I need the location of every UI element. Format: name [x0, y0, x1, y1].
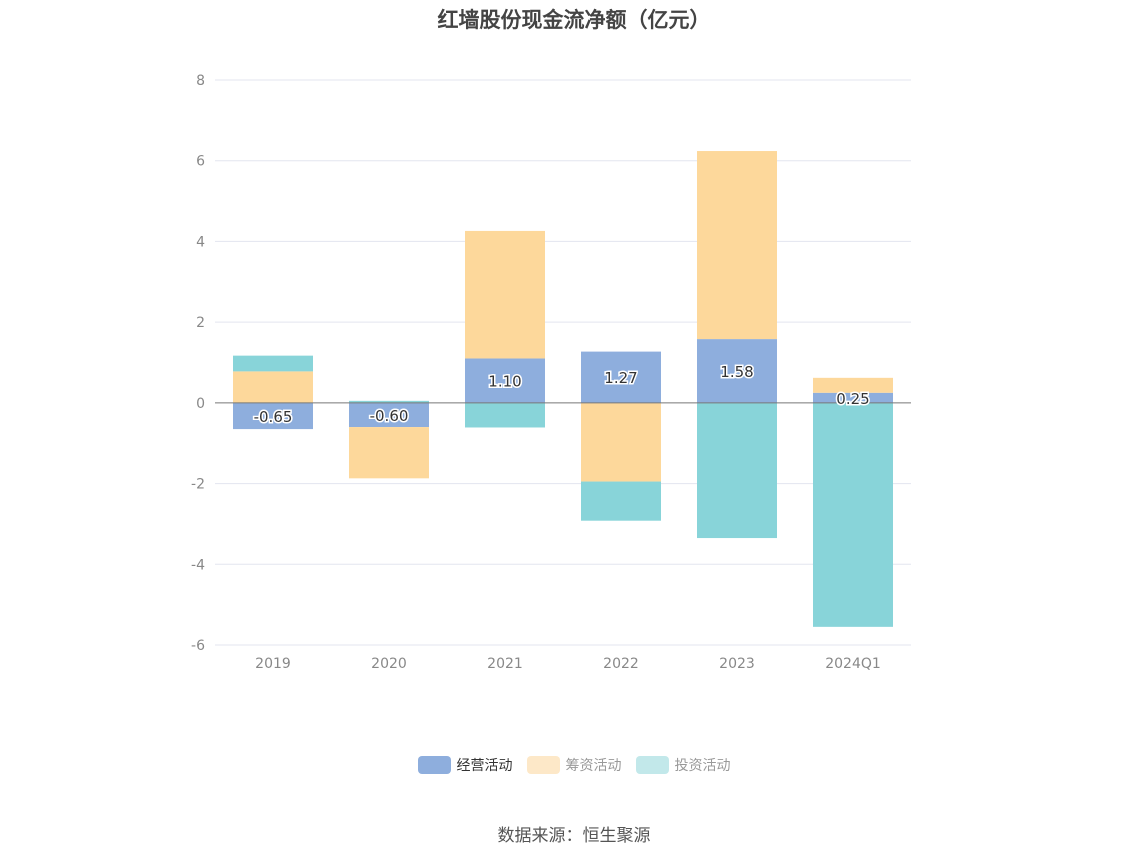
y-tick-label: -2 — [191, 477, 205, 493]
bar-segment — [233, 402, 313, 430]
x-tick-label: 2023 — [719, 656, 755, 672]
data-source: 数据来源：恒生聚源 — [497, 826, 651, 846]
legend-item-investing[interactable]: 投资活动 — [635, 755, 731, 775]
data-label: -0.65 — [254, 408, 293, 426]
bar-segment — [813, 392, 893, 403]
data-label: 1.58 — [720, 363, 753, 381]
legend-item-financing[interactable]: 筹资活动 — [526, 755, 622, 775]
legend-item-operating[interactable]: 经营活动 — [417, 755, 513, 775]
legend-swatch-operating — [417, 756, 451, 774]
chart-plot: 8 6 4 2 0 -2 -4 -6 2019 2020 2021 2022 2023 2024Q1 -0.… — [191, 73, 911, 672]
x-tick-label: 2021 — [487, 656, 523, 672]
bar-segment — [697, 402, 777, 539]
x-tick-label: 2020 — [371, 656, 407, 672]
y-tick-label: 8 — [196, 73, 205, 89]
legend-swatch-financing — [526, 756, 560, 774]
data-label: 1.10 — [488, 373, 521, 391]
legend: 经营活动 筹资活动 投资活动 — [0, 755, 1148, 775]
bar-segment — [349, 400, 429, 403]
legend-label-investing: 投资活动 — [674, 758, 731, 774]
bar-segment — [233, 371, 313, 403]
x-tick-label: 2024Q1 — [825, 656, 881, 672]
data-label: 0.25 — [836, 390, 869, 408]
bar-segment — [465, 402, 545, 428]
bar-segment — [465, 230, 545, 359]
x-tick-label: 2019 — [255, 656, 291, 672]
legend-label-operating: 经营活动 — [456, 758, 513, 774]
bar-segment — [697, 339, 777, 403]
y-tick-label: 2 — [196, 315, 205, 331]
chart-title: 红墙股份现金流净额（亿元） — [437, 8, 711, 32]
legend-label-financing: 筹资活动 — [565, 758, 622, 774]
data-label: 1.27 — [604, 369, 637, 387]
bar-segment — [581, 481, 661, 521]
bar-segment — [813, 402, 893, 627]
y-tick-label: -6 — [191, 638, 205, 654]
data-label: -0.60 — [370, 407, 409, 425]
bar-segment — [697, 151, 777, 340]
bar-segment — [349, 427, 429, 479]
legend-swatch-investing — [635, 756, 669, 774]
bar-segment — [813, 377, 893, 393]
bar-segment — [349, 402, 429, 428]
bar-segment — [581, 402, 661, 482]
y-tick-label: -4 — [191, 557, 205, 573]
y-tick-label: 0 — [196, 396, 205, 412]
y-tick-label: 4 — [196, 234, 205, 250]
x-tick-label: 2022 — [603, 656, 639, 672]
bar-segment — [465, 358, 545, 403]
bar-segment — [233, 355, 313, 372]
y-tick-label: 6 — [196, 154, 205, 170]
bar-segment — [581, 351, 661, 403]
